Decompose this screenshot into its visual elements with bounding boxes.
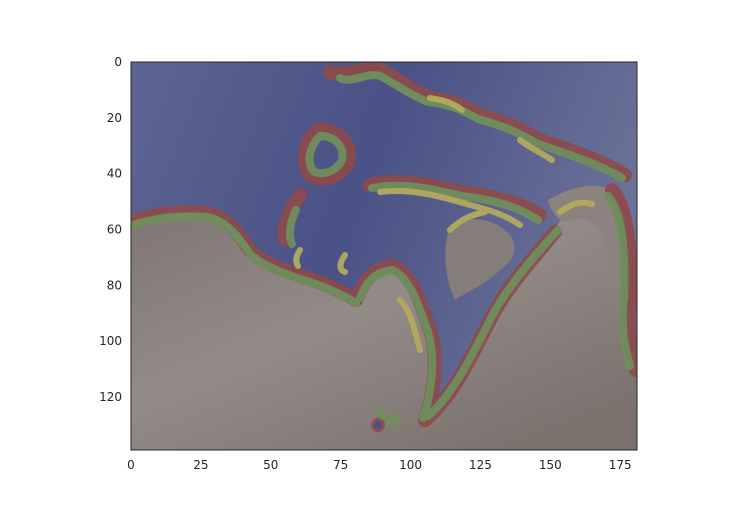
land-east-peninsula (548, 185, 631, 300)
x-tick-label: 0 (127, 458, 135, 472)
x-axis: 0 25 50 75 100 125 150 175 (127, 458, 631, 472)
heatmap-image (131, 62, 637, 450)
x-tick-label: 175 (609, 458, 632, 472)
y-axis: 0 20 40 60 80 100 120 (99, 55, 122, 404)
shore-yellow-band (293, 95, 595, 353)
x-tick-label: 125 (469, 458, 492, 472)
y-tick-label: 20 (107, 111, 122, 125)
x-tick-label: 50 (263, 458, 278, 472)
small-island (371, 418, 385, 432)
land-central-arm (445, 219, 515, 300)
x-tick-label: 25 (193, 458, 208, 472)
y-tick-label: 120 (99, 390, 122, 404)
y-tick-label: 0 (114, 55, 122, 69)
plot-frame (130, 61, 638, 451)
x-tick-label: 75 (333, 458, 348, 472)
y-tick-label: 40 (107, 167, 122, 181)
y-tick-label: 100 (99, 334, 122, 348)
y-tick-label: 60 (107, 222, 122, 236)
shoreline-bands (131, 62, 637, 432)
x-tick-label: 150 (539, 458, 562, 472)
y-tick-label: 80 (107, 278, 122, 292)
x-tick-label: 100 (399, 458, 422, 472)
